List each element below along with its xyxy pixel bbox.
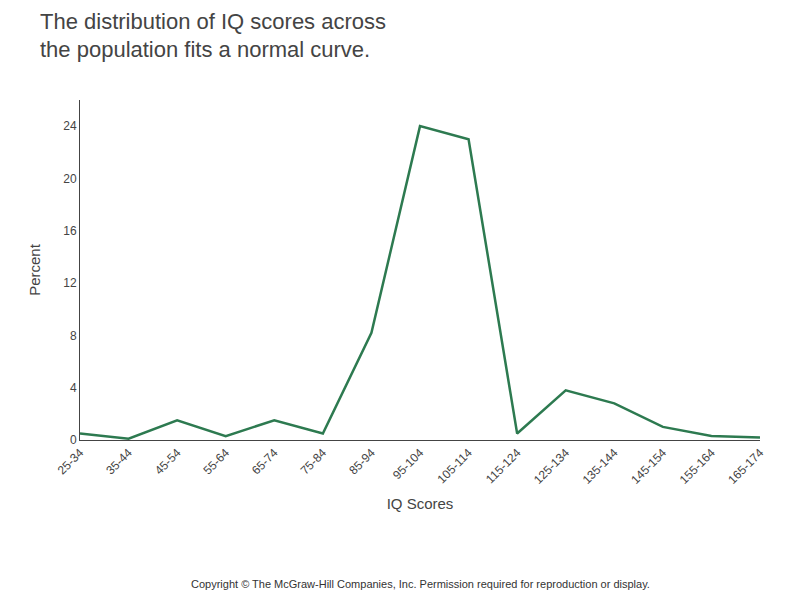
svg-text:85-94: 85-94 (346, 446, 378, 478)
svg-text:20: 20 (63, 172, 77, 186)
svg-text:16: 16 (63, 224, 77, 238)
svg-text:12: 12 (63, 276, 77, 290)
svg-text:The distribution of IQ scores: The distribution of IQ scores acrossthe … (40, 9, 386, 63)
svg-text:Copyright © The McGraw-Hill Co: Copyright © The McGraw-Hill Companies, I… (191, 578, 650, 590)
svg-text:25-34: 25-34 (55, 446, 87, 478)
svg-text:125-134: 125-134 (531, 446, 572, 487)
svg-text:135-144: 135-144 (580, 446, 621, 487)
svg-text:4: 4 (70, 381, 77, 395)
svg-text:45-54: 45-54 (152, 446, 184, 478)
svg-text:55-64: 55-64 (200, 446, 232, 478)
svg-text:Percent: Percent (26, 243, 43, 296)
svg-text:75-84: 75-84 (298, 446, 330, 478)
svg-text:65-74: 65-74 (249, 446, 281, 478)
svg-text:24: 24 (63, 119, 77, 133)
svg-text:0: 0 (70, 433, 77, 447)
svg-text:35-44: 35-44 (103, 446, 135, 478)
svg-text:115-124: 115-124 (483, 446, 524, 487)
svg-text:105-114: 105-114 (435, 446, 476, 487)
svg-text:145-154: 145-154 (628, 446, 669, 487)
svg-text:155-164: 155-164 (677, 446, 718, 487)
svg-text:IQ Scores: IQ Scores (387, 495, 454, 512)
svg-text:95-104: 95-104 (390, 446, 427, 483)
svg-text:165-174: 165-174 (725, 446, 766, 487)
svg-text:8: 8 (70, 329, 77, 343)
